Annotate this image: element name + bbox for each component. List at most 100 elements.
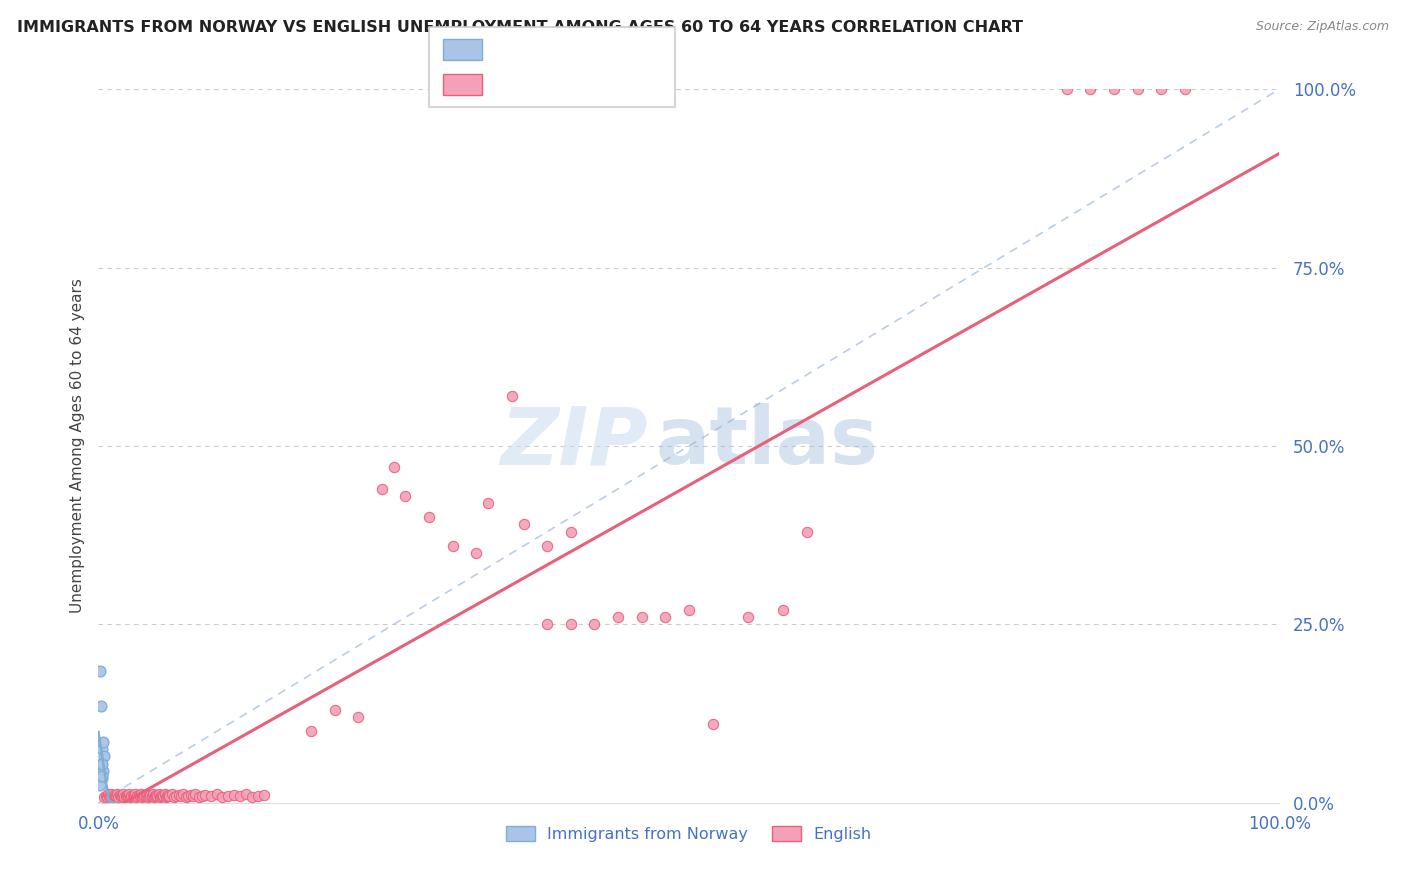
Point [107,790,129,805]
Point [121,789,143,803]
Point [181,789,204,804]
Point [174,790,197,805]
Point [132,789,155,803]
Point [1150,82,1173,96]
Point [150,789,173,803]
Point [120,790,142,805]
Text: R =: R = [491,41,524,55]
Point [149,790,172,805]
Point [323,703,346,717]
Point [118,787,141,801]
Point [560,617,582,632]
Point [184,787,207,801]
Point [129,787,152,801]
Point [172,787,194,801]
Point [796,524,818,539]
Point [134,788,156,802]
Text: 0.708: 0.708 [524,76,572,90]
Point [125,790,148,805]
Text: R =: R = [491,76,524,90]
Point [153,787,176,801]
Point [246,789,269,803]
Point [103,788,125,802]
Point [205,787,228,801]
Point [654,610,676,624]
Point [111,789,134,803]
Point [112,787,135,801]
Point [156,789,179,803]
Point [142,790,165,805]
Text: 0.169: 0.169 [524,41,572,55]
Point [187,790,209,805]
Point [91,764,114,778]
Point [90,771,112,785]
Text: N =: N = [575,41,609,55]
Point [235,787,257,801]
Point [560,524,582,539]
Text: 12: 12 [606,39,628,57]
Point [607,610,630,624]
Point [194,788,217,802]
Point [177,789,200,803]
Point [180,788,202,802]
Point [441,539,464,553]
Point [143,789,166,803]
Text: 105: 105 [606,74,641,92]
Point [167,788,190,802]
Point [152,789,174,804]
Point [155,790,177,805]
Point [146,789,169,804]
Point [157,789,180,804]
Point [94,789,117,803]
Point [98,789,121,803]
Point [1102,82,1125,96]
Point [211,790,233,805]
Point [240,790,263,805]
Point [115,788,138,802]
Point [501,389,523,403]
Point [89,778,111,792]
Point [160,787,183,801]
Point [100,787,122,801]
Point [536,617,558,632]
Point [1056,82,1078,96]
Point [347,710,370,724]
Point [135,787,157,801]
Point [224,788,246,802]
Point [477,496,499,510]
Point [141,789,163,804]
Point [536,539,558,553]
Point [93,749,115,764]
Point [583,617,606,632]
Point [1126,82,1149,96]
Point [131,790,153,805]
Point [122,789,145,804]
Point [138,789,160,803]
Point [91,742,114,756]
Point [98,789,121,804]
Point [105,789,128,803]
Point [114,789,136,803]
Point [90,756,112,771]
Point [191,789,214,803]
Point [170,789,193,804]
Point [382,460,405,475]
Point [142,787,165,801]
Point [630,610,652,624]
Point [418,510,440,524]
Point [112,790,135,805]
Point [128,789,150,804]
Legend: Immigrants from Norway, English: Immigrants from Norway, English [499,820,879,848]
Point [91,769,114,783]
Point [1174,82,1197,96]
Point [104,789,127,804]
Point [105,787,128,801]
Text: Source: ZipAtlas.com: Source: ZipAtlas.com [1256,20,1389,33]
Point [89,664,111,678]
Point [678,603,700,617]
Point [200,789,222,804]
Point [91,735,114,749]
Point [135,789,157,804]
Point [121,788,143,802]
Point [117,789,139,804]
